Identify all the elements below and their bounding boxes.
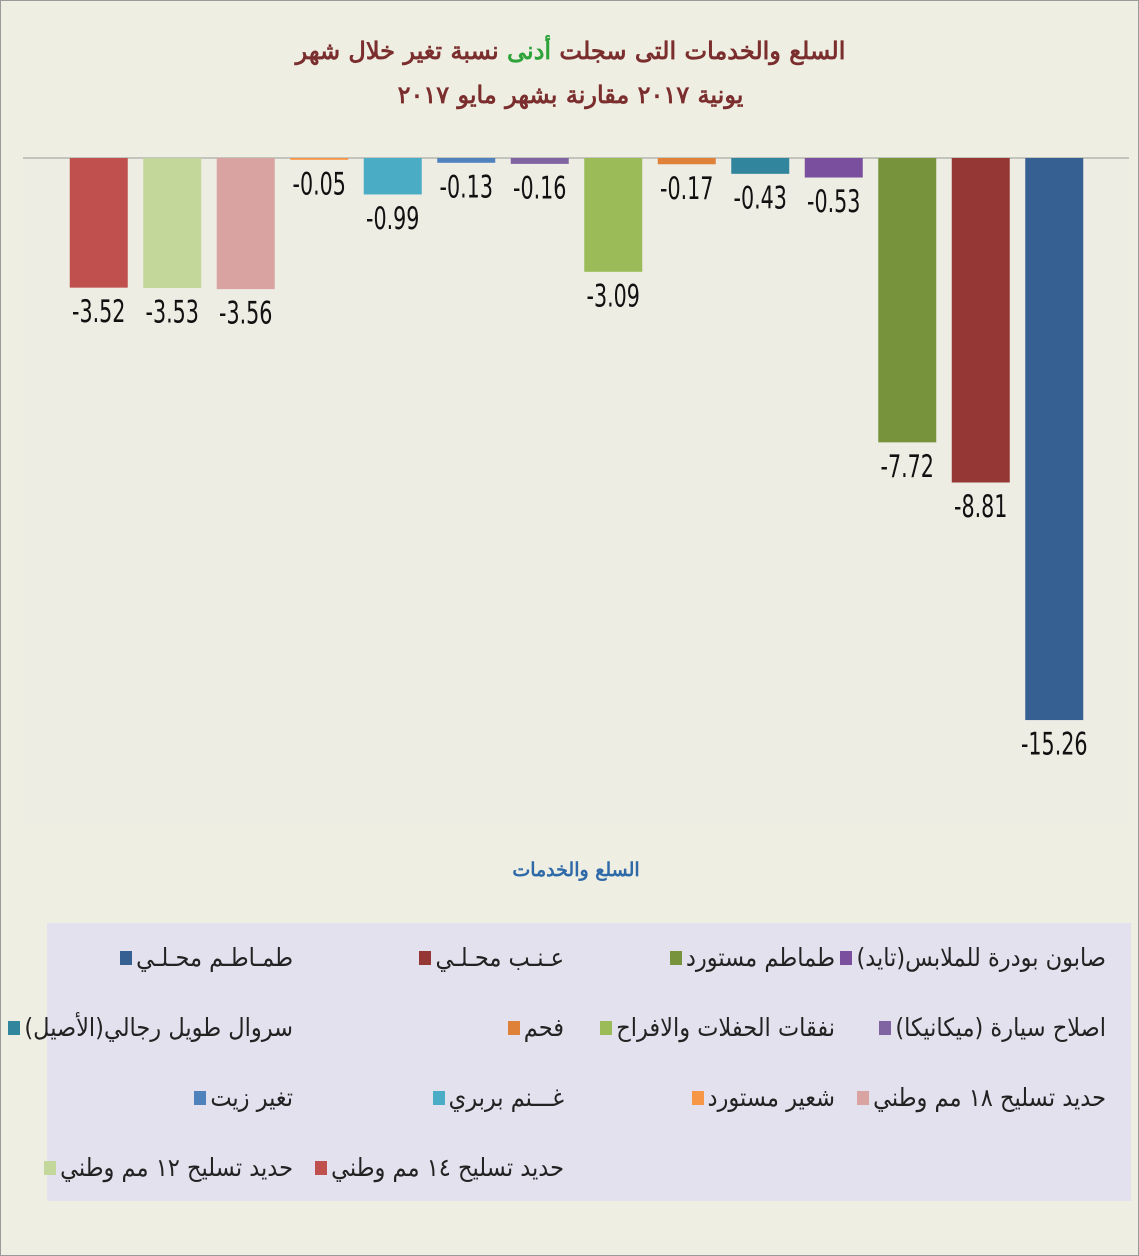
- value-label: -0.05: [293, 167, 346, 202]
- legend-item: تغير زيت: [194, 1083, 293, 1112]
- value-label: -7.72: [881, 450, 934, 485]
- bar: [216, 158, 275, 290]
- legend-swatch: [691, 1090, 704, 1105]
- legend-swatch: [857, 1090, 870, 1105]
- value-label: -0.43: [734, 181, 787, 216]
- value-label: -3.52: [72, 295, 125, 330]
- legend-swatch: [8, 1020, 21, 1035]
- legend-label: سروال طويل رجالي(الأصيل): [24, 1013, 293, 1042]
- title-part: نسبة تغير خلال شهر: [295, 36, 499, 65]
- bar: [69, 158, 128, 288]
- plot-area: [23, 158, 1129, 823]
- legend-swatch: [419, 950, 432, 965]
- legend-label: نفقات الحفلات والافراح: [616, 1013, 835, 1042]
- bar: [143, 158, 202, 289]
- legend-item: سروال طويل رجالي(الأصيل): [8, 1013, 293, 1042]
- bar: [437, 158, 496, 163]
- bar: [363, 158, 422, 195]
- legend-label: فحم: [523, 1013, 564, 1042]
- bar: [951, 158, 1010, 483]
- legend-item: غـــنم بربري: [432, 1083, 564, 1112]
- legend-item: اصلاح سيارة (ميكانيكا): [879, 1013, 1106, 1042]
- legend-label: صابون بودرة للملابس(تايد): [856, 943, 1106, 972]
- legend-swatch: [879, 1020, 892, 1035]
- legend-label: طمـاطـم محـلـي: [136, 943, 293, 972]
- bar: [878, 158, 937, 443]
- chart-title: السلع والخدمات التى سجلت أدنى نسبة تغير …: [1, 29, 1138, 117]
- legend-item: عـنـب محـلـي: [419, 943, 564, 972]
- legend-label: طماطم مستورد: [685, 943, 835, 972]
- legend-label: حديد تسليح ١٨ مم وطني: [873, 1083, 1106, 1112]
- bar: [1025, 158, 1084, 721]
- value-label: -0.16: [513, 171, 566, 206]
- legend-swatch: [194, 1090, 207, 1105]
- value-label: -0.99: [366, 202, 419, 237]
- legend-item: طمـاطـم محـلـي: [120, 943, 293, 972]
- legend-swatch: [120, 950, 133, 965]
- legend-swatch: [669, 950, 682, 965]
- bar: [657, 158, 716, 165]
- legend: حديد تسليح ١٤ مم وطني حديد تسليح ١٢ مم وط…: [8, 923, 1131, 1201]
- legend-label: اصلاح سيارة (ميكانيكا): [895, 1013, 1106, 1042]
- title-part: السلع والخدمات التى سجلت: [559, 36, 846, 65]
- bar: [804, 158, 863, 178]
- legend-swatch: [315, 1160, 328, 1175]
- legend-swatch: [432, 1090, 445, 1105]
- legend-label: شعير مستورد: [707, 1083, 835, 1112]
- legend-label: تغير زيت: [210, 1083, 293, 1112]
- legend-item: نفقات الحفلات والافراح: [600, 1013, 835, 1042]
- legend-swatch: [840, 950, 853, 965]
- legend-label: حديد تسليح ١٤ مم وطني: [331, 1153, 564, 1182]
- bar: [510, 158, 569, 164]
- legend-item: فحم: [507, 1013, 564, 1042]
- legend-item: شعير مستورد: [691, 1083, 835, 1112]
- legend-label: غـــنم بربري: [448, 1083, 564, 1112]
- bar: [731, 158, 790, 174]
- value-label: -8.81: [954, 490, 1007, 525]
- value-label: -3.56: [219, 296, 272, 331]
- legend-swatch: [507, 1020, 520, 1035]
- legend-item: حديد تسليح ١٤ مم وطني: [315, 1153, 564, 1182]
- legend-swatch: [44, 1160, 57, 1175]
- chart-subtitle: يونية ٢٠١٧ مقارنة بشهر مايو ٢٠١٧: [397, 80, 744, 109]
- x-axis-label: السلع والخدمات: [512, 859, 640, 881]
- legend-label: حديد تسليح ١٢ مم وطني: [60, 1153, 293, 1182]
- bar: [584, 158, 643, 272]
- value-label: -15.26: [1021, 727, 1088, 762]
- value-label: -0.17: [660, 171, 713, 206]
- bar: [290, 158, 349, 160]
- legend-swatch: [600, 1020, 613, 1035]
- legend-item: حديد تسليح ١٢ مم وطني: [44, 1153, 293, 1182]
- value-label: -3.53: [146, 295, 199, 330]
- legend-item: صابون بودرة للملابس(تايد): [840, 943, 1106, 972]
- legend-item: حديد تسليح ١٨ مم وطني: [857, 1083, 1106, 1112]
- value-label: -0.53: [807, 185, 860, 220]
- legend-item: طماطم مستورد: [669, 943, 835, 972]
- value-label: -3.09: [587, 279, 640, 314]
- legend-label: عـنـب محـلـي: [435, 943, 564, 972]
- value-label: -0.13: [440, 170, 493, 205]
- title-highlight: أدنى: [507, 36, 552, 65]
